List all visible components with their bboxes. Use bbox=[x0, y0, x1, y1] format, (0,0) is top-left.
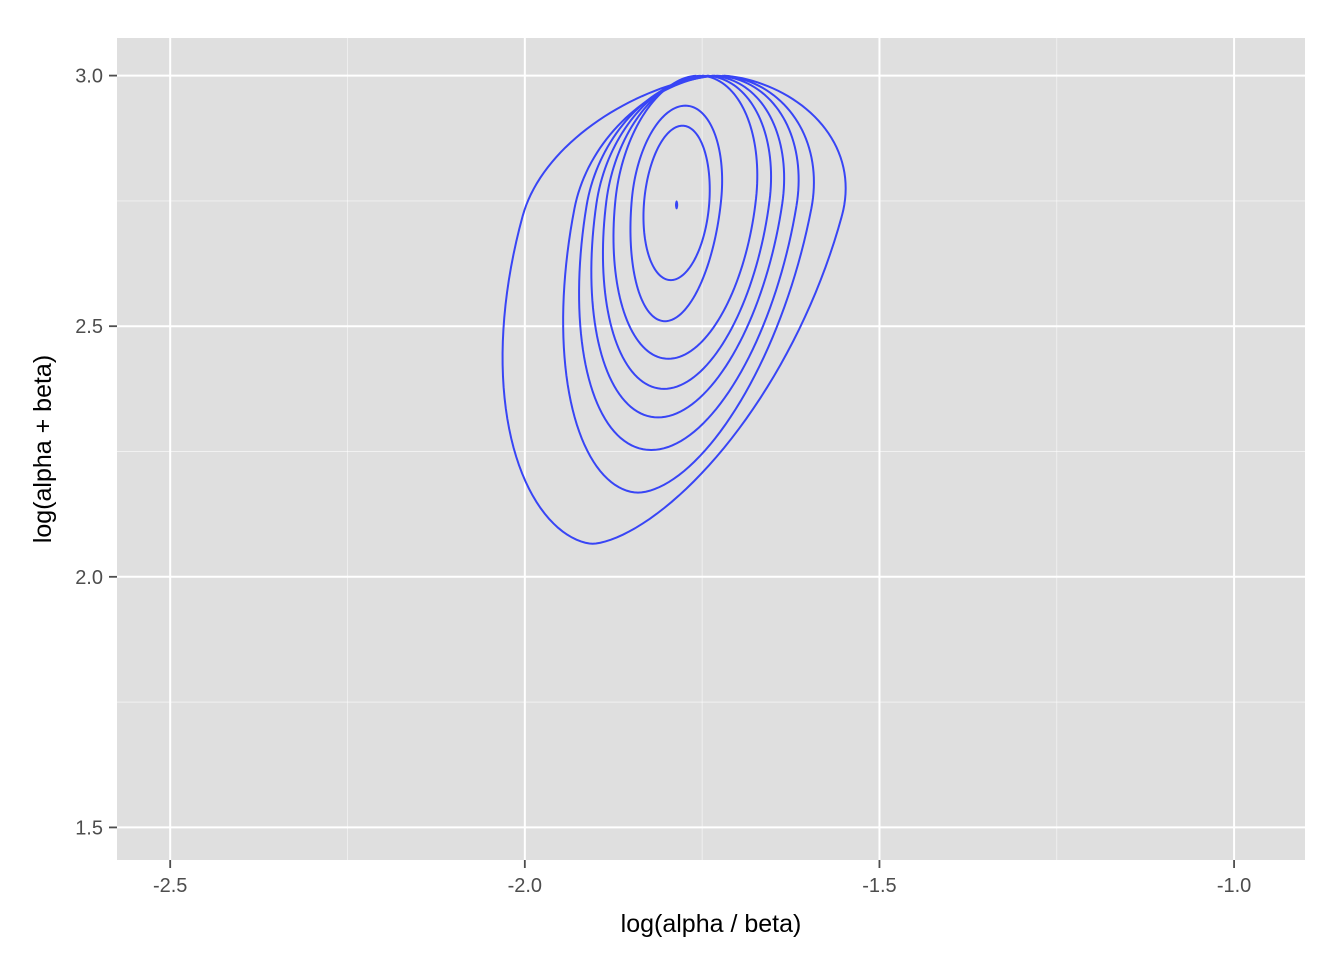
y-tick-label: 2.0 bbox=[75, 567, 103, 589]
x-axis-tick-labels: -2.5 -2.0 -1.5 -1.0 bbox=[153, 875, 1251, 897]
contour-line-6 bbox=[578, 74, 800, 452]
contour-line-1 bbox=[642, 124, 711, 282]
contour-line-3 bbox=[612, 74, 759, 360]
axis-ticks bbox=[109, 74, 1235, 868]
y-tick-label: 3.0 bbox=[75, 66, 103, 88]
y-tick-label: 1.5 bbox=[75, 817, 103, 839]
contour-line-7 bbox=[562, 74, 815, 494]
y-axis-tick-labels: 1.5 2.0 2.5 3.0 bbox=[75, 66, 103, 840]
contour-line-8 bbox=[501, 74, 847, 545]
x-tick-label: -2.0 bbox=[508, 875, 542, 897]
mode-point bbox=[675, 200, 679, 210]
y-axis-title: log(alpha + beta) bbox=[29, 355, 57, 543]
contour-line-4 bbox=[601, 74, 773, 390]
minor-gridlines bbox=[117, 38, 1305, 860]
plot-panel bbox=[117, 38, 1305, 860]
x-axis-title: log(alpha / beta) bbox=[621, 910, 802, 938]
x-tick-label: -2.5 bbox=[153, 875, 187, 897]
y-tick-label: 2.5 bbox=[75, 316, 103, 338]
contour-lines bbox=[501, 74, 847, 545]
x-tick-label: -1.5 bbox=[862, 875, 896, 897]
contour-line-5 bbox=[590, 74, 786, 419]
contour-line-2 bbox=[629, 104, 724, 323]
x-tick-label: -1.0 bbox=[1217, 875, 1251, 897]
